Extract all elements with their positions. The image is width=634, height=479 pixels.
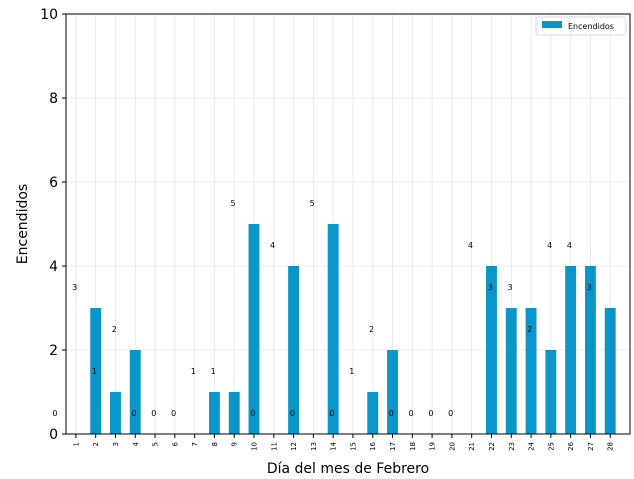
bar-value-label: 0 bbox=[171, 409, 176, 418]
bar-value-label: 0 bbox=[290, 409, 295, 418]
x-tick-label: 4 bbox=[132, 441, 140, 446]
bar bbox=[288, 266, 300, 434]
bar bbox=[110, 392, 121, 434]
x-tick-label: 14 bbox=[330, 441, 338, 450]
x-tick-label: 24 bbox=[528, 441, 536, 450]
x-tick-label: 27 bbox=[587, 442, 595, 451]
bar bbox=[604, 308, 616, 434]
bar-value-label: 1 bbox=[191, 367, 196, 376]
bar-value-label: 0 bbox=[409, 409, 414, 418]
x-tick-label: 17 bbox=[389, 442, 397, 451]
bar-value-label: 4 bbox=[468, 241, 473, 250]
x-tick-label: 22 bbox=[488, 442, 496, 451]
y-axis-label: Encendidos bbox=[15, 184, 31, 264]
plot-frame bbox=[65, 13, 631, 435]
x-axis-ticks: 1 2 3 4 5 6 7 8 9 10 11 12 13 14 15 16 17 18 19 20 21 22 23 24 2… bbox=[72, 434, 615, 451]
x-tick-label: 9 bbox=[231, 442, 239, 446]
x-tick-label: 16 bbox=[369, 441, 377, 450]
bar-value-label: 4 bbox=[567, 241, 572, 250]
legend: Encendidos bbox=[535, 16, 627, 36]
bar bbox=[387, 350, 398, 434]
bar-value-label: 5 bbox=[230, 199, 235, 208]
bar bbox=[327, 224, 339, 434]
x-tick-label: 2 bbox=[92, 442, 100, 446]
bar bbox=[367, 392, 379, 434]
y-tick-label: 10 bbox=[40, 7, 58, 23]
bar-value-label: 4 bbox=[547, 241, 552, 250]
bar-value-label: 0 bbox=[448, 409, 453, 418]
x-tick-label: 10 bbox=[251, 442, 259, 451]
legend-label: Encendidos bbox=[568, 22, 614, 31]
bar-value-label: 0 bbox=[52, 409, 57, 418]
y-tick-label: 8 bbox=[49, 91, 58, 107]
x-tick-label: 15 bbox=[349, 442, 357, 451]
bar-value-label: 2 bbox=[369, 325, 374, 334]
bar-value-label: 1 bbox=[349, 367, 354, 376]
bar-value-label: 0 bbox=[250, 409, 255, 418]
bar-value-label: 0 bbox=[389, 409, 394, 418]
x-tick-label: 23 bbox=[508, 442, 516, 451]
x-tick-label: 3 bbox=[112, 442, 120, 446]
bar bbox=[129, 350, 141, 434]
bar bbox=[505, 308, 517, 434]
bar bbox=[584, 266, 596, 434]
bar-value-label: 0 bbox=[329, 409, 334, 418]
bar bbox=[545, 350, 557, 434]
x-tick-label: 19 bbox=[429, 442, 437, 451]
bar bbox=[565, 266, 577, 434]
bars bbox=[90, 224, 616, 434]
bar-value-label: 0 bbox=[428, 409, 433, 418]
x-tick-label: 20 bbox=[448, 442, 456, 451]
y-tick-label: 6 bbox=[49, 175, 58, 191]
bar-value-label: 2 bbox=[527, 325, 532, 334]
y-tick-label: 2 bbox=[49, 343, 58, 359]
y-tick-label: 0 bbox=[49, 427, 58, 443]
x-tick-label: 1 bbox=[72, 442, 80, 446]
x-tick-label: 5 bbox=[152, 442, 160, 446]
x-tick-label: 25 bbox=[547, 442, 555, 451]
x-tick-label: 6 bbox=[171, 441, 179, 446]
data-labels: 0 3 1 2 0 0 0 1 1 5 0 4 0 5 0 1 2 0 0 0 0 4 3 3 2 4 4 3 bbox=[52, 199, 591, 418]
bar-value-label: 3 bbox=[488, 283, 493, 292]
bar-value-label: 0 bbox=[151, 409, 156, 418]
legend-swatch bbox=[542, 21, 562, 28]
x-axis-label: Día del mes de Febrero bbox=[267, 461, 429, 477]
x-tick-label: 28 bbox=[607, 442, 615, 451]
bar bbox=[525, 308, 537, 434]
bar-value-label: 3 bbox=[508, 283, 513, 292]
y-axis-ticks: 0 2 4 6 8 10 bbox=[40, 7, 66, 443]
bar bbox=[90, 308, 102, 434]
x-tick-label: 21 bbox=[468, 442, 476, 451]
y-tick-label: 4 bbox=[49, 259, 58, 275]
bar-value-label: 1 bbox=[92, 367, 97, 376]
bar bbox=[248, 224, 260, 434]
x-tick-label: 8 bbox=[211, 442, 219, 446]
x-tick-label: 13 bbox=[310, 442, 318, 451]
bar-value-label: 4 bbox=[270, 241, 275, 250]
bar bbox=[486, 266, 497, 434]
x-tick-label: 26 bbox=[567, 441, 575, 450]
bar bbox=[208, 392, 220, 434]
bar-value-label: 5 bbox=[310, 199, 315, 208]
bar bbox=[228, 392, 240, 434]
bar-value-label: 0 bbox=[132, 409, 137, 418]
x-tick-label: 12 bbox=[290, 442, 298, 451]
bar-value-label: 1 bbox=[211, 367, 216, 376]
x-tick-label: 11 bbox=[270, 442, 278, 451]
bar-value-label: 3 bbox=[72, 283, 77, 292]
x-tick-label: 18 bbox=[409, 442, 417, 451]
bar-value-label: 2 bbox=[112, 325, 117, 334]
x-tick-label: 7 bbox=[191, 442, 199, 446]
bar-value-label: 3 bbox=[587, 283, 592, 292]
